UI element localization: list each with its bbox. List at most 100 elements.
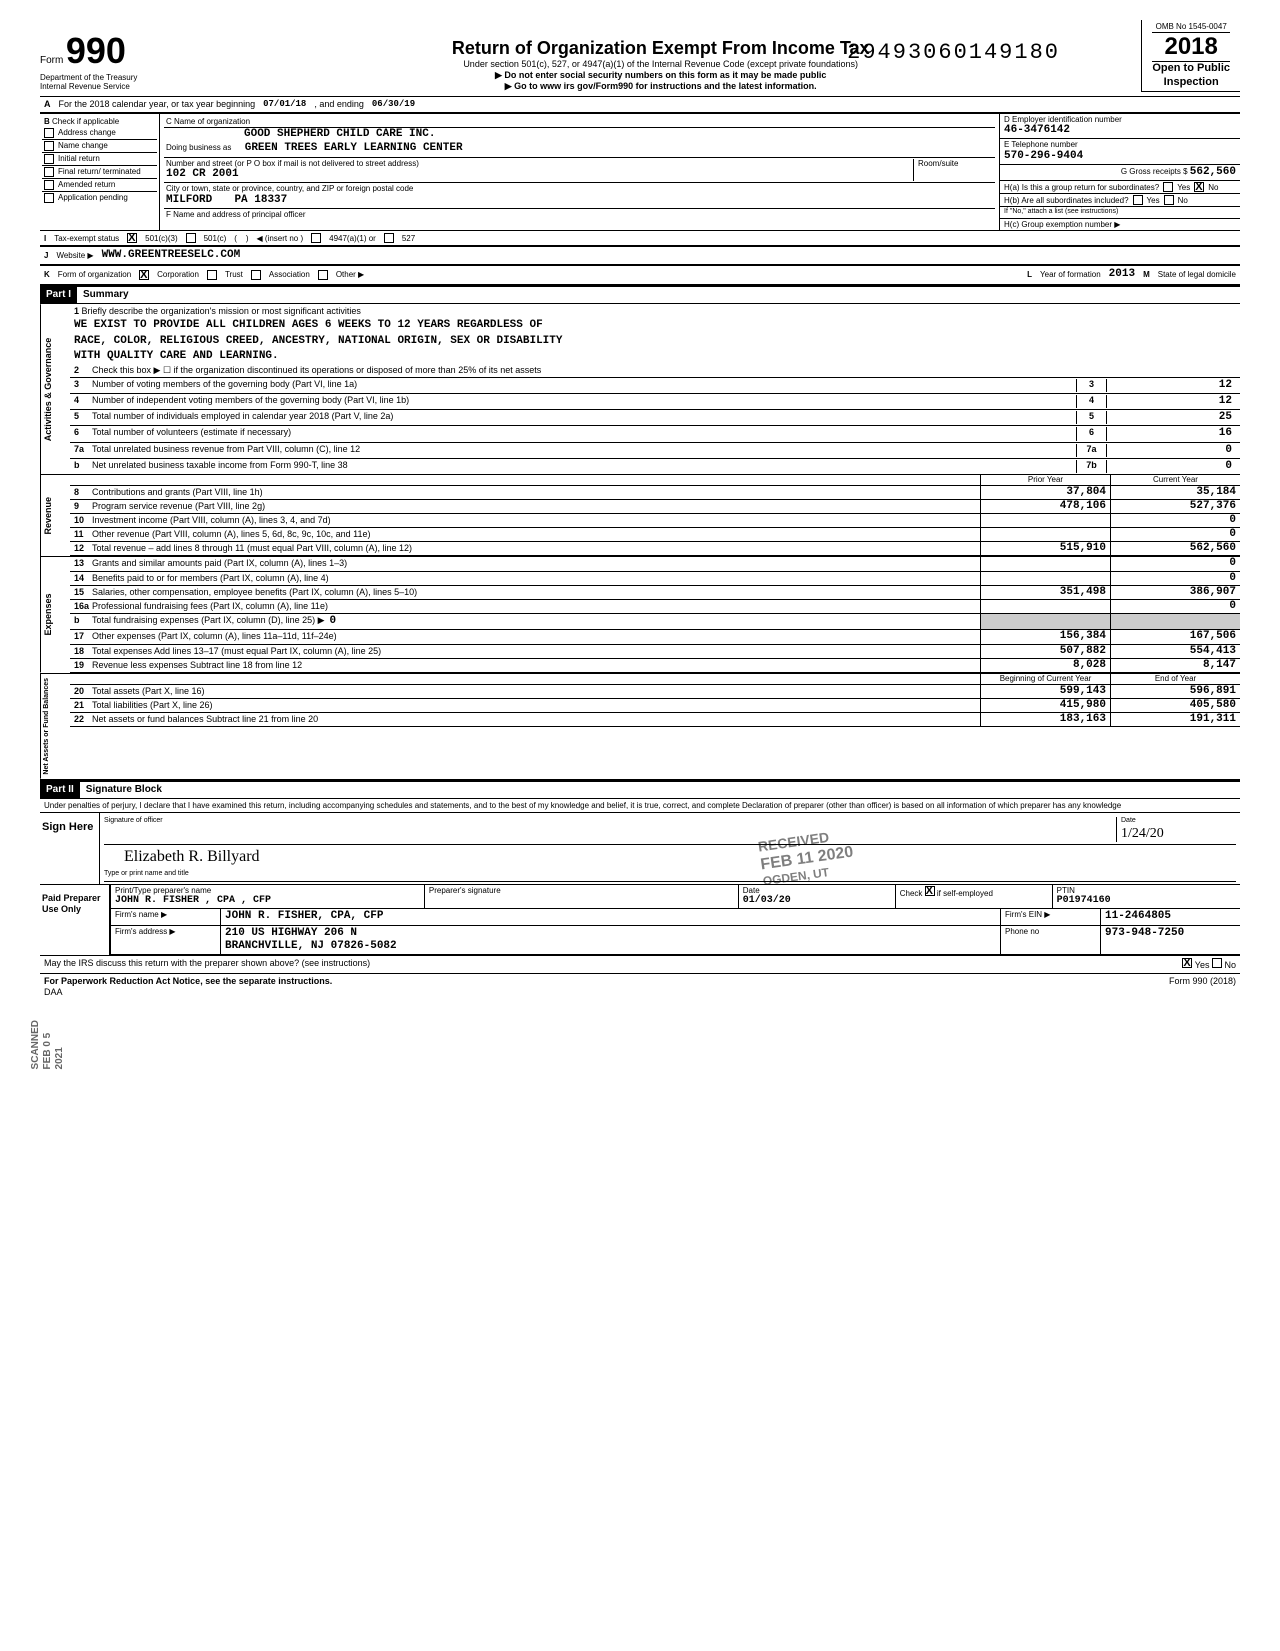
line13-prior [980,557,1110,570]
row-k: K Form of organization Corporation Trust… [40,265,1240,284]
form-prefix: Form [40,55,63,66]
sig-officer-label: Signature of officer [104,817,1116,842]
phone-label: E Telephone number [1004,140,1078,149]
sign-date: 1/24/20 [1121,826,1164,841]
assoc-chk[interactable] [251,270,261,280]
end-year-header: End of Year [1110,674,1240,684]
label-a: A [44,99,51,110]
other-chk[interactable] [318,270,328,280]
discuss-no-chk[interactable] [1212,958,1222,968]
line11-current: 0 [1110,528,1240,541]
subtitle-web: ▶ Go to www irs gov/Form990 for instruct… [200,81,1121,92]
line8-current: 35,184 [1110,486,1240,499]
line11-prior [980,528,1110,541]
trust-chk[interactable] [207,270,217,280]
line6-val: 16 [1106,427,1236,440]
row-i: I Tax-exempt status 501(c)(3) 501(c) ( )… [40,230,1240,246]
subtitle-ssn: ▶ Do not enter social security numbers o… [200,70,1121,81]
line16b-val: 0 [330,615,337,628]
open-public-1: Open to Public [1152,61,1230,75]
chk-final-return[interactable]: Final return/ terminated [42,166,157,179]
netassets-label: Net Assets or Fund Balances [40,674,70,779]
firm-addr-1: 210 US HIGHWAY 206 N [225,927,357,939]
line12-prior: 515,910 [980,542,1110,555]
chk-address-change[interactable]: Address change [42,127,157,140]
form-ref: Form 990 (2018) [1169,976,1236,998]
city: MILFORD [166,194,212,206]
501c-chk[interactable] [186,233,196,243]
preparer-name: JOHN R. FISHER , CPA , CFP [115,895,271,906]
tax-end: 06/30/19 [372,99,415,110]
ha-no-chk[interactable] [1194,182,1204,192]
sign-here-block: Sign Here Signature of officerDate1/24/2… [40,812,1240,884]
line10-prior [980,514,1110,527]
corp-chk[interactable] [139,270,149,280]
line4-val: 12 [1106,395,1236,408]
ptin: P01974160 [1057,895,1111,906]
street-address: 102 CR 2001 [166,168,239,180]
line21-end: 405,580 [1110,699,1240,712]
city-label: City or town, state or province, country… [166,184,413,193]
501c3-chk[interactable] [127,233,137,243]
form-header: Form 990 Department of the Treasury Inte… [40,20,1240,92]
principal-officer-label: F Name and address of principal officer [164,209,995,221]
gross-label: G Gross receipts $ [1121,167,1188,176]
scanned-stamp: SCANNED FEB 0 5 2021 [30,1020,66,1069]
website: WWW.GREENTREESELC.COM [102,249,241,262]
declaration: Under penalties of perjury, I declare th… [40,798,1240,813]
line3-val: 12 [1106,379,1236,392]
tax-begin: 07/01/18 [263,99,306,110]
line13-current: 0 [1110,557,1240,570]
line14-current: 0 [1110,572,1240,585]
ha-label: H(a) Is this a group return for subordin… [1004,183,1159,193]
row-a-pre: For the 2018 calendar year, or tax year … [59,99,256,110]
chk-amended[interactable]: Amended return [42,179,157,192]
line12-current: 562,560 [1110,542,1240,555]
label-b: B [44,117,50,126]
line9-prior: 478,106 [980,500,1110,513]
officer-signature: Elizabeth R. Billyard [104,845,1236,868]
paperwork-row: For Paperwork Reduction Act Notice, see … [40,973,1240,1000]
line18-prior: 507,882 [980,645,1110,658]
dba-label: Doing business as [166,143,231,152]
527-chk[interactable] [384,233,394,243]
chk-name-change[interactable]: Name change [42,140,157,153]
dba-name: GREEN TREES EARLY LEARNING CENTER [245,142,463,154]
discuss-row: May the IRS discuss this return with the… [40,955,1240,973]
hb-yes-chk[interactable] [1133,195,1143,205]
hb-label: H(b) Are all subordinates included? [1004,196,1129,206]
line5-val: 25 [1106,411,1236,424]
ha-yes-chk[interactable] [1163,182,1173,192]
firm-addr-2: BRANCHVILLE, NJ 07826-5082 [225,940,397,952]
preparer-date: 01/03/20 [743,895,791,906]
hb-no-chk[interactable] [1164,195,1174,205]
dept-treasury: Department of the Treasury [40,73,180,83]
preparer-sig-label: Preparer's signature [424,885,738,910]
self-emp-chk[interactable] [925,886,935,896]
org-name: GOOD SHEPHERD CHILD CARE INC. [164,128,995,141]
line7a-val: 0 [1106,444,1236,457]
phone-value: 570-296-9404 [1004,150,1083,162]
dept-irs: Internal Revenue Service [40,82,180,92]
discuss-yes-chk[interactable] [1182,958,1192,968]
firm-ein: 11-2464805 [1105,910,1171,922]
org-name-label: C Name of organization [164,116,995,129]
type-name-label: Type or print name and title [104,868,1236,881]
part-1-header: Part I Summary [40,285,1240,303]
mission-2: RACE, COLOR, RELIGIOUS CREED, ANCESTRY, … [70,334,1240,349]
current-year-header: Current Year [1110,475,1240,485]
line15-prior: 351,498 [980,586,1110,599]
chk-pending[interactable]: Application pending [42,192,157,204]
4947-chk[interactable] [311,233,321,243]
line19-prior: 8,028 [980,659,1110,672]
row-a-mid: , and ending [314,99,364,110]
chk-initial-return[interactable]: Initial return [42,153,157,166]
line20-begin: 599,143 [980,685,1110,698]
line17-prior: 156,384 [980,630,1110,643]
year-formation: 2013 [1109,268,1135,281]
room-suite-label: Room/suite [913,159,993,182]
section-bcdefg: B Check if applicable Address change Nam… [40,113,1240,231]
line20-end: 596,891 [1110,685,1240,698]
line14-prior [980,572,1110,585]
line8-prior: 37,804 [980,486,1110,499]
